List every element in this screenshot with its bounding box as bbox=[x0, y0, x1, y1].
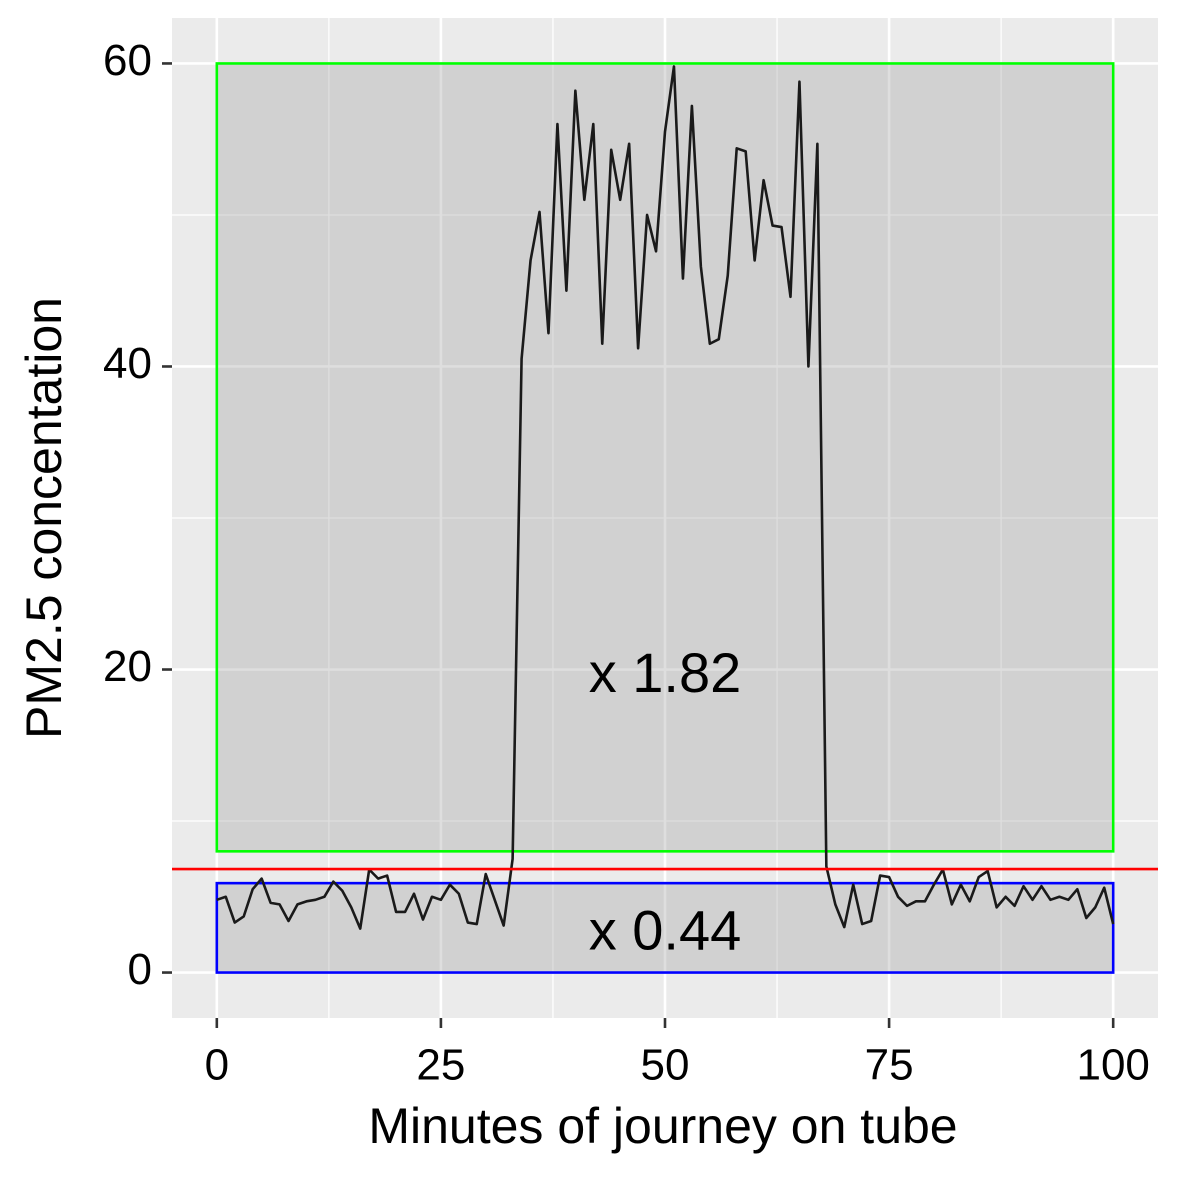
x-axis-title: Minutes of journey on tube bbox=[368, 1098, 957, 1154]
x-tick-label: 0 bbox=[205, 1041, 229, 1090]
highlight-rect bbox=[215, 881, 1115, 974]
y-tick-label: 0 bbox=[128, 945, 152, 994]
data-line bbox=[216, 65, 1115, 930]
x-tick-label: 75 bbox=[865, 1041, 914, 1090]
y-tick-label: 60 bbox=[103, 36, 152, 85]
x-tick-label: 50 bbox=[641, 1041, 690, 1090]
y-axis-title: PM2.5 concentation bbox=[16, 297, 72, 739]
x-tick-label: 100 bbox=[1076, 1041, 1149, 1090]
annotation: x 0.44 bbox=[589, 898, 742, 961]
annotation: x 1.82 bbox=[589, 641, 742, 704]
y-tick-label: 40 bbox=[103, 339, 152, 388]
y-tick-label: 20 bbox=[103, 642, 152, 691]
x-tick-label: 25 bbox=[416, 1041, 465, 1090]
highlight-rect bbox=[215, 62, 1115, 853]
